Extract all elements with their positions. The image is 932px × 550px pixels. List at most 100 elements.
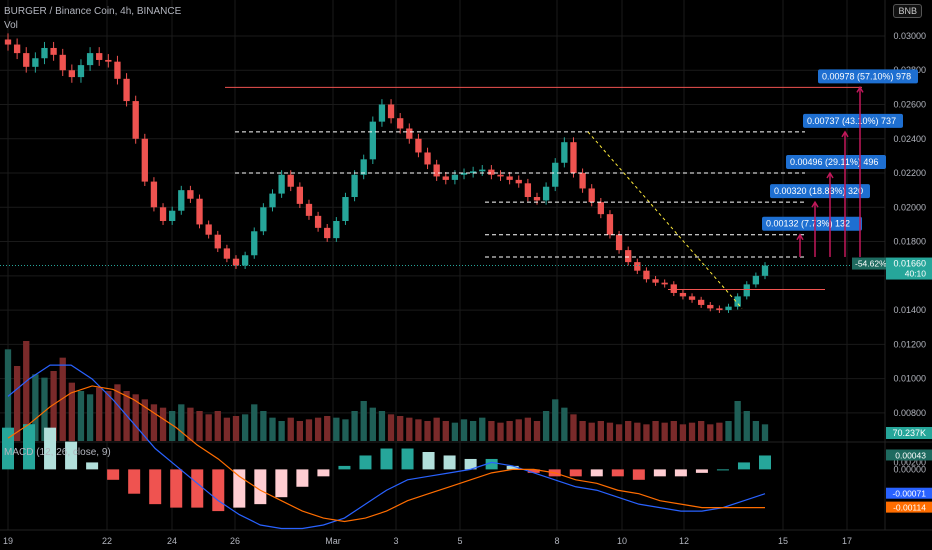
volume-bar <box>716 422 723 441</box>
candle-body <box>251 231 258 256</box>
volume-bar <box>351 411 358 441</box>
volume-bar <box>688 422 696 441</box>
candle-body <box>597 202 604 215</box>
macd-value-badge <box>886 487 932 499</box>
price-tick-label: 0.01000 <box>893 374 926 384</box>
time-tick-label: 24 <box>167 536 177 546</box>
volume-bar <box>132 394 139 441</box>
candle-body <box>77 65 85 78</box>
candle-body <box>515 179 522 184</box>
target-arrowhead <box>856 85 864 93</box>
candle-body <box>324 227 331 239</box>
target-arrowhead <box>826 171 834 179</box>
candle-body <box>360 159 367 175</box>
current-price-text: 0.01660 <box>893 259 926 269</box>
volume-bar <box>196 411 203 441</box>
candle-body <box>707 304 714 309</box>
volume-bar <box>150 404 158 441</box>
candle-body <box>488 169 495 175</box>
macd-tick-label: 0.00200 <box>893 457 926 467</box>
candle-body <box>670 284 677 293</box>
candle-body <box>169 210 176 221</box>
current-price-badge <box>886 257 932 280</box>
volume-bar <box>260 411 267 441</box>
candle-body <box>114 61 121 79</box>
change-badge-text: -54.62% <box>855 259 887 269</box>
candle-body <box>588 188 595 203</box>
candle-body <box>196 198 203 225</box>
volume-bar <box>13 366 21 441</box>
volume-bar <box>561 407 568 441</box>
time-tick-label: 8 <box>554 536 559 546</box>
volume-bar <box>96 387 103 441</box>
countdown-text: 40:10 <box>905 269 927 279</box>
macd-histogram-bar <box>401 448 414 470</box>
volume-bar <box>515 419 522 441</box>
volume-bar <box>506 421 513 441</box>
candle-body <box>561 142 568 163</box>
macd-histogram-bar <box>443 455 456 470</box>
candle-body <box>223 248 231 259</box>
macd-value-badge <box>886 501 932 513</box>
time-tick-label: 19 <box>3 536 13 546</box>
volume-bar <box>488 421 495 441</box>
volume-bar <box>333 417 340 441</box>
macd-value-text: 0.00043 <box>895 450 926 460</box>
candle-body <box>269 193 276 208</box>
volume-bar <box>752 421 760 441</box>
candle-body <box>314 215 322 228</box>
volume-bar <box>442 421 449 441</box>
candle-body <box>351 174 358 198</box>
candle-body <box>132 101 139 139</box>
volume-label: Vol <box>4 20 18 31</box>
macd-histogram-bar <box>653 469 666 477</box>
candle-body <box>333 221 340 239</box>
candle-body <box>698 299 705 305</box>
volume-bar <box>698 421 705 441</box>
volume-bar <box>4 349 12 441</box>
candle-body <box>415 138 422 153</box>
candle-body <box>387 104 395 119</box>
macd-line <box>7 364 766 530</box>
macd-histogram-bar <box>464 458 477 470</box>
volume-bar <box>159 407 167 441</box>
volume-bar <box>743 411 750 441</box>
candle-body <box>41 47 48 59</box>
macd-value-text: -0.00071 <box>892 489 926 499</box>
candle-body <box>570 142 577 174</box>
macd-histogram-bar <box>611 469 624 477</box>
volume-bar <box>86 394 94 441</box>
candle-body <box>752 275 760 285</box>
target-label: 0.00496 (29.11%) 496 <box>790 157 878 167</box>
candle-body <box>615 234 623 251</box>
candle-body <box>442 176 449 180</box>
candle-body <box>460 173 468 175</box>
candle-body <box>278 174 285 194</box>
candle-body <box>734 296 741 307</box>
macd-histogram-bar <box>506 465 519 470</box>
macd-histogram-bar <box>254 469 267 505</box>
volume-bar <box>296 421 304 441</box>
volume-bar <box>324 416 331 441</box>
volume-bar <box>77 391 85 441</box>
volume-bar <box>305 419 313 441</box>
candle-body <box>178 190 185 211</box>
volume-bar <box>606 422 614 441</box>
volume-bar <box>50 371 57 441</box>
macd-histogram-bar <box>23 424 36 470</box>
macd-histogram-bar <box>191 469 204 508</box>
volume-bar <box>761 424 769 441</box>
volume-bar <box>469 421 477 441</box>
volume-bar <box>232 416 240 441</box>
currency-badge[interactable]: BNB <box>893 4 922 18</box>
candle-body <box>542 186 550 201</box>
candle-body <box>652 279 659 283</box>
volume-bar <box>533 421 541 441</box>
macd-histogram-bar <box>170 469 183 508</box>
candle-body <box>397 118 404 129</box>
price-tick-label: 0.02000 <box>893 202 926 212</box>
macd-histogram-bar <box>44 427 57 470</box>
candle-body <box>287 174 294 187</box>
candle-body <box>378 104 386 122</box>
